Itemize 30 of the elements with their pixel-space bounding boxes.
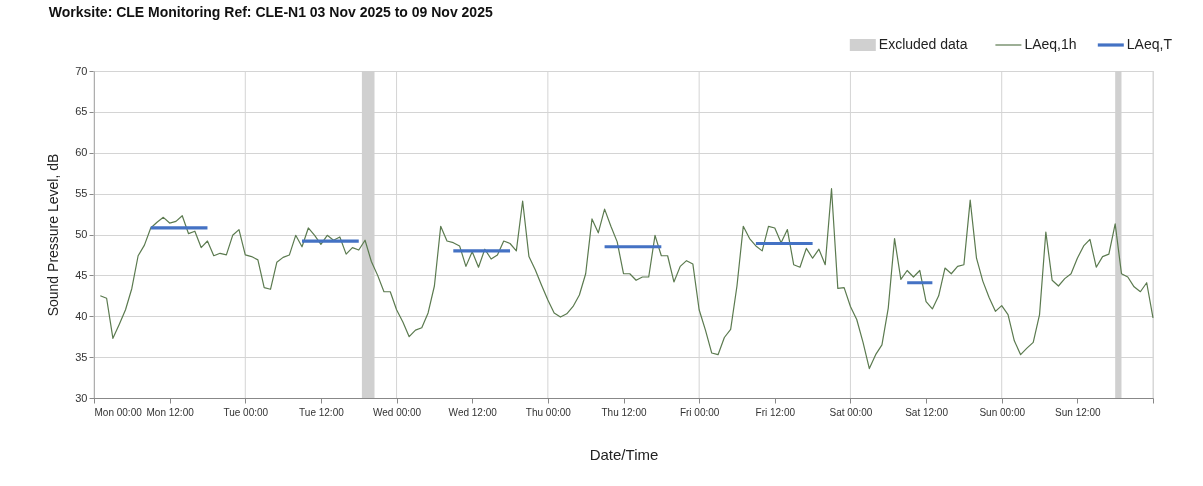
x-tick-label: Thu 12:00 xyxy=(601,406,647,418)
y-tick-label: 60 xyxy=(75,146,88,159)
x-tick-label: Fri 00:00 xyxy=(679,406,720,418)
x-tick-label: Thu 00:00 xyxy=(525,406,572,418)
x-tick-label: Tue 12:00 xyxy=(299,406,345,418)
x-tick-label: Tue 00:00 xyxy=(223,406,269,418)
legend-label: LAeq,T xyxy=(1126,36,1173,52)
x-tick-label: Wed 00:00 xyxy=(372,406,422,418)
y-tick-label: 35 xyxy=(75,350,88,363)
x-tick-label: Wed 12:00 xyxy=(448,406,498,418)
line-series xyxy=(99,188,1154,370)
legend-label: Excluded data xyxy=(878,36,968,52)
y-tick-label: 45 xyxy=(75,268,88,281)
y-tick-label: 30 xyxy=(75,391,88,404)
x-axis-title: Date/Time xyxy=(589,445,659,463)
y-tick-label: 70 xyxy=(75,64,88,77)
x-tick-label: Sun 00:00 xyxy=(979,406,1026,418)
y-axis-title: Sound Pressure Level, dB xyxy=(45,153,62,317)
chart-title: Worksite: CLE Monitoring Ref: CLE-N1 03 Nov 2025 to 09 Nov 2025 xyxy=(48,4,493,20)
x-tick-label: Sat 12:00 xyxy=(905,406,949,418)
y-tick-label: 50 xyxy=(75,228,88,240)
legend-label: LAeq,1h xyxy=(1024,36,1077,52)
x-tick-label: Sun 12:00 xyxy=(1055,406,1102,418)
y-tick-label: 40 xyxy=(75,309,88,322)
x-tick-label: Sat 00:00 xyxy=(829,406,873,418)
x-tick-label: Mon 00:00 xyxy=(94,406,143,418)
y-tick-label: 65 xyxy=(75,105,88,118)
x-tick-label: Mon 12:00 xyxy=(146,406,195,418)
x-tick-label: Fri 12:00 xyxy=(755,406,796,418)
y-tick-label: 55 xyxy=(75,187,88,200)
